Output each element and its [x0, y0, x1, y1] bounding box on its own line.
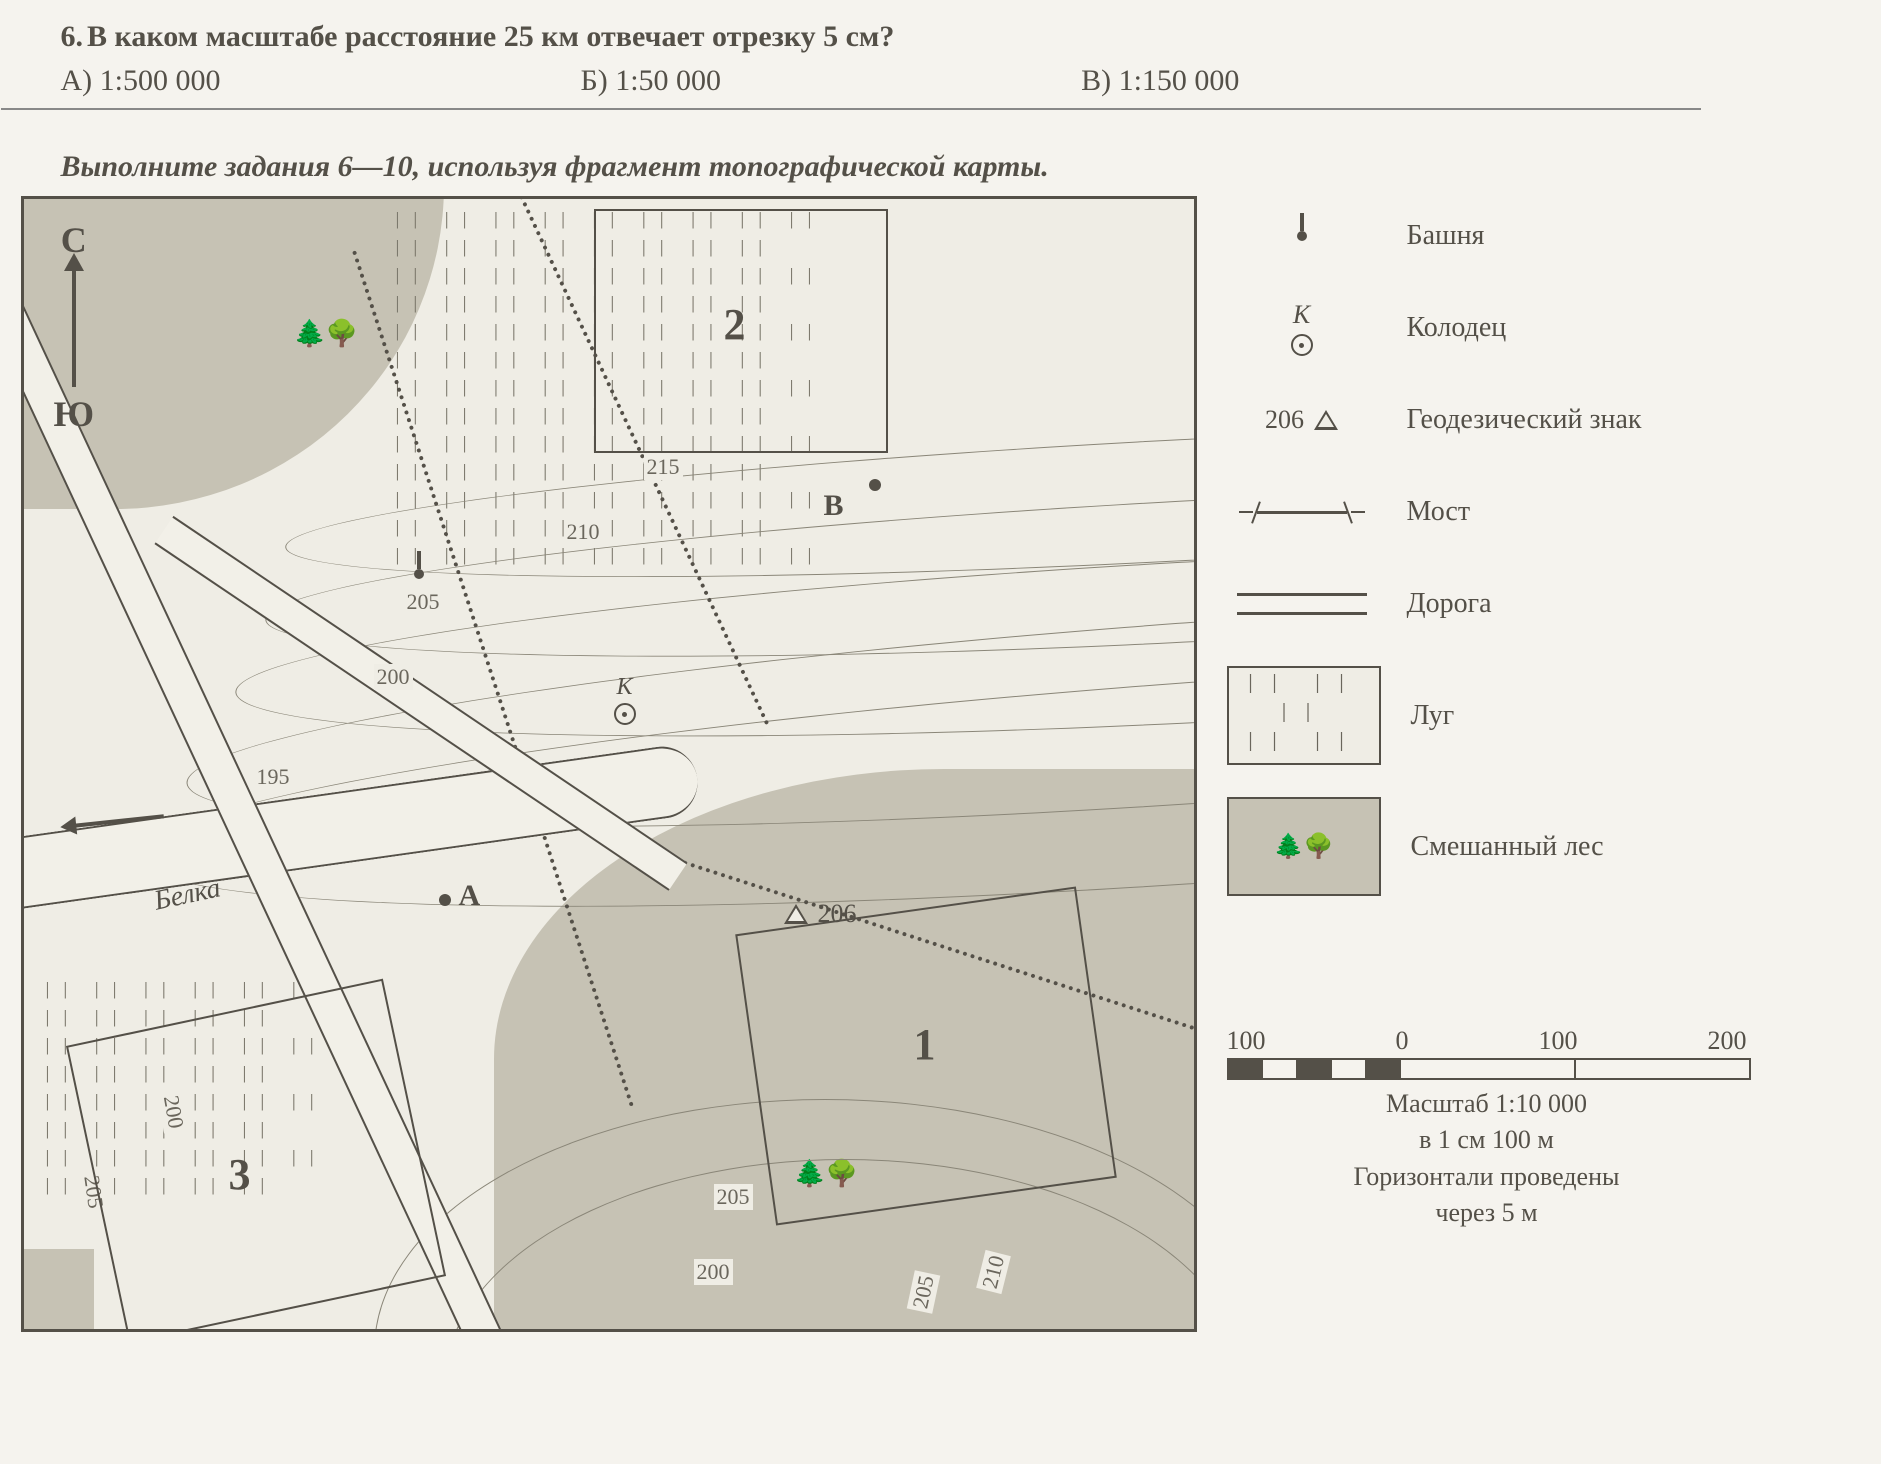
geodetic-value: 206 [1265, 405, 1304, 435]
plot-3-label: 3 [229, 1149, 251, 1200]
question-number: 6. [61, 20, 84, 53]
instruction-text: Выполните задания 6—10, используя фрагме… [21, 150, 1861, 184]
triangle-icon [1314, 410, 1338, 430]
page: 6. В каком масштабе расстояние 25 км отв… [21, 20, 1861, 1332]
legend-label: Дорога [1407, 588, 1492, 620]
scale-bar: 100 0 100 200 Масштаб 1:10 000 в 1 см [1227, 1026, 1861, 1232]
scale-line: через 5 м [1227, 1195, 1747, 1231]
legend-label: Мост [1407, 496, 1471, 528]
legend-tower: Башня [1227, 206, 1861, 266]
meadow-swatch: ׀׀ ׀׀ ׀׀׀׀ ׀׀ [1227, 666, 1381, 765]
bridge-icon [1239, 511, 1365, 514]
map-legend: Башня K Колодец 206 Геодезический знак [1227, 196, 1861, 1232]
map-figure: 🌲🌳 🌲🌳 ׀׀ ׀׀ ׀׀ ׀׀ ׀׀ ׀׀ ׀׀ ׀׀ ׀׀׀׀ ׀׀ ׀׀… [21, 196, 1861, 1332]
scale-line: Горизонтали проведены [1227, 1159, 1747, 1195]
tower-icon [1297, 231, 1307, 241]
elevation-label: 200 [374, 664, 413, 690]
plot-2-label: 2 [724, 299, 746, 350]
topographic-map: 🌲🌳 🌲🌳 ׀׀ ׀׀ ׀׀ ׀׀ ׀׀ ׀׀ ׀׀ ׀׀ ׀׀׀׀ ׀׀ ׀׀… [21, 196, 1197, 1332]
legend-label: Луг [1411, 700, 1455, 732]
tree-icon: 🌲🌳 [294, 319, 359, 349]
legend-road: Дорога [1227, 574, 1861, 634]
elevation-label: 215 [644, 454, 683, 480]
question-text: В каком масштабе расстояние 25 км отвеча… [87, 20, 894, 53]
forest-sw-corner [21, 1249, 94, 1332]
option-b[interactable]: Б) 1:50 000 [581, 64, 722, 98]
scale-graphic [1227, 1058, 1751, 1080]
scale-text: Масштаб 1:10 000 в 1 см 100 м Горизонтал… [1227, 1086, 1747, 1232]
point-b-label: В [824, 489, 844, 523]
elevation-label: 195 [254, 764, 293, 790]
legend-label: Смешанный лес [1411, 831, 1604, 863]
compass-south: Ю [54, 393, 95, 435]
tower-icon [414, 569, 424, 579]
legend-label: Башня [1407, 220, 1485, 252]
scale-tick: 100 [1227, 1026, 1266, 1056]
compass: С Ю [54, 219, 95, 435]
divider [1, 108, 1701, 110]
answer-options: А) 1:500 000 Б) 1:50 000 В) 1:150 000 [61, 64, 1861, 98]
point-a-dot [439, 894, 451, 906]
elevation-label: 200 [694, 1259, 733, 1285]
scale-line: в 1 см 100 м [1227, 1122, 1747, 1158]
road-icon [1237, 593, 1367, 615]
triangle-icon [784, 904, 808, 924]
elevation-label: 210 [564, 519, 603, 545]
well-icon [1291, 334, 1313, 356]
scale-line: Масштаб 1:10 000 [1227, 1086, 1747, 1122]
arrow-up-icon [72, 267, 76, 387]
legend-bridge: Мост [1227, 482, 1861, 542]
legend-geodetic: 206 Геодезический знак [1227, 390, 1861, 450]
legend-forest: 🌲🌳 Смешанный лес [1227, 797, 1861, 896]
forest-swatch: 🌲🌳 [1227, 797, 1381, 896]
legend-label: Геодезический знак [1407, 404, 1642, 436]
option-a[interactable]: А) 1:500 000 [61, 64, 221, 98]
legend-label: Колодец [1407, 312, 1507, 344]
well-icon [614, 703, 636, 725]
scale-tick: 200 [1708, 1026, 1747, 1056]
elevation-label: 205 [404, 589, 443, 615]
point-a-label: А [459, 879, 481, 913]
elevation-label: 205 [714, 1184, 753, 1210]
legend-meadow: ׀׀ ׀׀ ׀׀׀׀ ׀׀ Луг [1227, 666, 1861, 765]
plot-1-label: 1 [914, 1019, 936, 1070]
legend-well: K Колодец [1227, 298, 1861, 358]
option-c[interactable]: В) 1:150 000 [1081, 64, 1239, 98]
point-b-dot [869, 479, 881, 491]
well-letter: K [1293, 300, 1310, 330]
scale-tick: 100 [1539, 1026, 1578, 1056]
question-6: 6. В каком масштабе расстояние 25 км отв… [21, 20, 1861, 98]
scale-tick: 0 [1396, 1026, 1409, 1056]
well-label: K [614, 674, 636, 701]
scale-ticks: 100 0 100 200 [1227, 1026, 1747, 1056]
well-mark: K [614, 674, 636, 725]
